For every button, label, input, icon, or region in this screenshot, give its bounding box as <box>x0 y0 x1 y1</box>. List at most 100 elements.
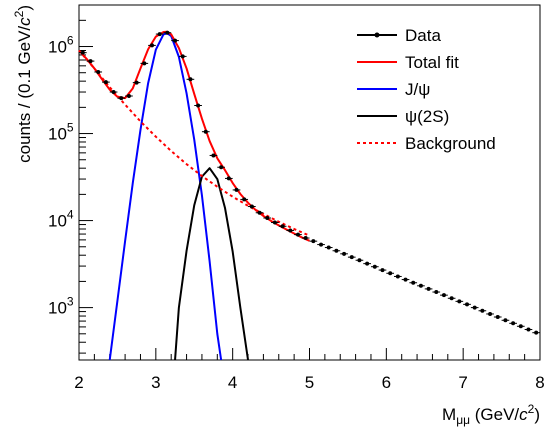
data-point <box>480 308 485 313</box>
x-axis-label: Mμμ (GeV/c2) <box>442 402 540 427</box>
data-point <box>149 43 154 48</box>
y-axis-label-post: ) <box>15 5 34 11</box>
data-point <box>295 232 300 237</box>
y-tick-label-base: 10 <box>48 38 67 57</box>
psi2s-fit-curve <box>174 167 250 361</box>
legend-entry-jpsi: J/ψ <box>357 80 430 99</box>
data-point <box>495 314 500 319</box>
data-point <box>126 94 131 99</box>
data-point <box>518 324 523 329</box>
data-point <box>242 197 247 202</box>
data-point <box>311 239 316 244</box>
data-point <box>180 54 185 59</box>
data-point <box>418 283 423 288</box>
x-axis-label-unit-pow: 2 <box>528 402 535 416</box>
y-tick-label-exp: 3 <box>67 295 74 309</box>
x-tick-label: 7 <box>458 373 467 392</box>
data-point <box>472 305 477 310</box>
x-tick-label: 2 <box>74 373 83 392</box>
data-point <box>288 228 293 233</box>
data-point <box>272 220 277 225</box>
legend-data-marker <box>374 32 380 38</box>
data-point <box>457 299 462 304</box>
data-point <box>326 245 331 250</box>
data-point <box>219 165 224 170</box>
y-tick-label: 106 <box>48 34 74 57</box>
legend-label-jpsi: J/ψ <box>405 80 430 99</box>
x-tick-label: 8 <box>535 373 544 392</box>
x-axis-label-unit-c: c <box>519 405 528 424</box>
data-point <box>403 277 408 282</box>
data-point <box>96 69 101 74</box>
data-point <box>88 59 93 64</box>
x-axis-label-main: M <box>442 405 456 424</box>
data-point <box>411 280 416 285</box>
data-point <box>441 293 446 298</box>
y-tick-label-exp: 6 <box>67 34 74 48</box>
data-point <box>142 61 147 66</box>
x-tick-labels: 2 3 4 5 6 7 8 <box>74 373 544 392</box>
y-tick-label: 104 <box>48 208 74 231</box>
data-point <box>395 274 400 279</box>
data-point <box>380 268 385 273</box>
data-point <box>111 90 116 95</box>
fit-curves <box>78 30 310 361</box>
data-point <box>249 204 254 209</box>
y-tick-label-exp: 4 <box>67 208 74 222</box>
data-point <box>388 271 393 276</box>
data-point <box>365 261 370 266</box>
data-point <box>303 236 308 241</box>
data-point <box>188 77 193 82</box>
data-point <box>449 296 454 301</box>
data-point <box>511 321 516 326</box>
data-point <box>534 330 539 335</box>
x-axis-label-unit-post: ) <box>534 405 540 424</box>
data-point <box>503 318 508 323</box>
data-point <box>319 242 324 247</box>
data-point <box>488 311 493 316</box>
data-points <box>79 30 540 335</box>
legend-label-background: Background <box>405 134 496 153</box>
data-point <box>157 32 162 37</box>
data-point <box>203 129 208 134</box>
x-tick-label: 3 <box>151 373 160 392</box>
y-axis-label-c: c <box>15 17 34 26</box>
legend-entry-total-fit: Total fit <box>357 53 459 72</box>
legend-entry-background: Background <box>357 134 496 153</box>
data-point <box>280 224 285 229</box>
data-point <box>257 210 262 215</box>
y-tick-label: 105 <box>48 121 74 144</box>
x-tick-label: 4 <box>228 373 237 392</box>
data-point <box>134 80 139 85</box>
x-tick-label: 5 <box>305 373 314 392</box>
data-point <box>234 187 239 192</box>
legend-label-total-fit: Total fit <box>405 53 459 72</box>
legend-entry-data: Data <box>357 26 441 45</box>
data-point <box>334 248 339 253</box>
plot-frame <box>78 4 541 361</box>
x-axis-label-sub: μμ <box>456 413 470 427</box>
legend-label-data: Data <box>405 26 441 45</box>
data-point <box>357 258 362 263</box>
data-point <box>165 30 170 35</box>
data-point <box>265 216 270 221</box>
data-point <box>80 50 85 55</box>
y-tick-label-base: 10 <box>48 212 67 231</box>
data-point <box>426 286 431 291</box>
jpsi-fit-curve <box>108 32 223 361</box>
y-tick-label-exp: 5 <box>67 121 74 135</box>
legend-entry-psi2s: ψ(2S) <box>357 107 449 126</box>
y-axis-label-pre: counts / (0.1 GeV/ <box>15 26 34 163</box>
data-point <box>372 264 377 269</box>
data-point <box>119 96 124 101</box>
y-axis-label: counts / (0.1 GeV/c2) <box>12 5 34 163</box>
data-point <box>173 38 178 43</box>
data-point <box>465 302 470 307</box>
legend-label-psi2s: ψ(2S) <box>405 107 449 126</box>
data-point <box>226 176 231 181</box>
y-tick-label-base: 10 <box>48 125 67 144</box>
data-point <box>196 103 201 108</box>
data-point <box>342 251 347 256</box>
y-axis-label-pow: 2 <box>12 10 26 17</box>
